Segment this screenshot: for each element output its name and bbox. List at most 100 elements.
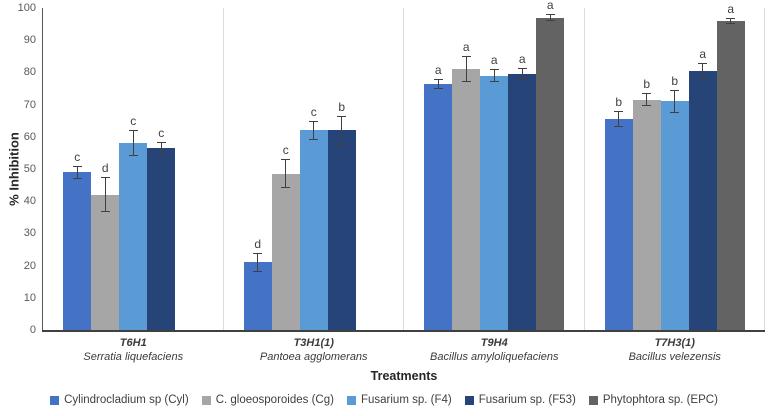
y-tick-label: 70 (23, 98, 36, 111)
category-label: T3H1(1) Pantoea agglomerans (224, 336, 405, 364)
category-code: T9H4 (480, 337, 508, 349)
category-species: Serratia liquefaciens (83, 351, 184, 363)
error-bar (702, 62, 704, 79)
legend-item: Phytophtora sp. (EPC) (588, 394, 718, 406)
legend-label: Fusarium sp. (F4) (360, 394, 452, 406)
legend-item: C. gloeosporoides (Cg) (201, 394, 334, 406)
legend-swatch (464, 395, 474, 405)
error-bar-cap (281, 159, 291, 161)
significance-letter: a (727, 1, 735, 16)
error-bar-cap (433, 78, 443, 80)
bar (327, 130, 356, 330)
group-separator (583, 8, 585, 330)
error-bar-cap (309, 120, 319, 122)
x-axis-line (41, 330, 765, 332)
legend-label: C. gloeosporoides (Cg) (215, 394, 334, 406)
error-bar-cap (309, 139, 319, 141)
error-bar (618, 111, 620, 128)
significance-letter: a (490, 53, 498, 68)
error-bar-cap (461, 56, 471, 58)
legend-swatch (201, 395, 211, 405)
error-bar-cap (726, 23, 736, 25)
group-separator (403, 8, 404, 330)
bar (536, 17, 565, 330)
error-bar-cap (72, 177, 82, 179)
significance-letter: a (699, 46, 707, 61)
significance-letter: a (518, 51, 526, 66)
bar (271, 173, 300, 330)
significance-letter: a (546, 0, 554, 13)
error-bar-cap (489, 81, 499, 83)
bar (480, 75, 509, 330)
error-bar-cap (614, 126, 624, 128)
error-bar (730, 17, 732, 25)
legend-swatch (588, 395, 598, 405)
error-bar (437, 78, 439, 89)
error-bar-cap (72, 165, 82, 167)
error-bar-cap (128, 155, 138, 157)
y-tick-label: 10 (23, 291, 36, 304)
bar (688, 70, 717, 330)
error-bar-cap (433, 87, 443, 89)
error-bar (646, 93, 648, 107)
error-bar-cap (337, 143, 347, 145)
error-bar (104, 177, 106, 213)
error-bar-cap (517, 67, 527, 69)
bar (91, 194, 120, 330)
category-code: T7H3(1) (654, 337, 695, 349)
bar (716, 20, 745, 330)
error-bar (313, 120, 315, 140)
bar (243, 262, 272, 330)
significance-letter: c (310, 104, 317, 119)
error-bar-cap (489, 69, 499, 71)
bar (452, 69, 481, 330)
category-label: T9H4 Bacillus amyloliquefaciens (404, 336, 585, 364)
legend-item: Fusarium sp. (F53) (464, 394, 576, 406)
bar (604, 119, 633, 330)
significance-letter: c (158, 125, 165, 140)
category-species: Pantoea agglomerans (259, 351, 368, 363)
error-bar-cap (281, 187, 291, 189)
category-label: T6H1 Serratia liquefaciens (43, 336, 224, 364)
bar (147, 148, 176, 330)
error-bar-cap (253, 252, 263, 254)
error-bar-cap (545, 19, 555, 21)
legend-label: Fusarium sp. (F53) (478, 394, 576, 406)
error-bar-cap (100, 211, 110, 213)
significance-letter: c (282, 143, 289, 158)
significance-letter: c (74, 149, 81, 164)
error-bar (160, 141, 162, 155)
error-bar-cap (614, 111, 624, 113)
y-tick-label: 40 (23, 195, 36, 208)
legend-label: Cylindrocladium sp (Cyl) (64, 394, 189, 406)
bar (424, 83, 453, 330)
error-bar-cap (726, 17, 736, 19)
y-tick-label: 90 (23, 34, 36, 47)
error-bar-cap (517, 79, 527, 81)
error-bar-cap (253, 271, 263, 273)
y-tick-label: 0 (29, 324, 36, 336)
error-bar-cap (545, 14, 555, 16)
legend-label: Phytophtora sp. (EPC) (602, 394, 718, 406)
error-bar (257, 252, 259, 273)
significance-letter: a (462, 40, 470, 55)
error-bar-cap (642, 105, 652, 107)
error-bar (465, 56, 467, 83)
error-bar-cap (461, 81, 471, 83)
y-tick-label: 30 (23, 227, 36, 240)
error-bar-cap (156, 141, 166, 143)
significance-letter: b (615, 95, 623, 110)
y-tick-label: 100 (17, 2, 36, 14)
bar (660, 101, 689, 330)
significance-letter: d (101, 161, 109, 176)
group-separator (222, 8, 224, 330)
significance-letter: d (254, 236, 262, 251)
error-bar-cap (670, 90, 680, 92)
group-separator (764, 8, 765, 330)
bar (508, 74, 537, 330)
category-species: Bacillus amyloliquefaciens (430, 351, 559, 363)
category-code: T3H1(1) (293, 337, 334, 349)
y-axis-line (41, 8, 43, 330)
y-tick-label: 20 (23, 259, 36, 272)
error-bar (132, 130, 134, 157)
